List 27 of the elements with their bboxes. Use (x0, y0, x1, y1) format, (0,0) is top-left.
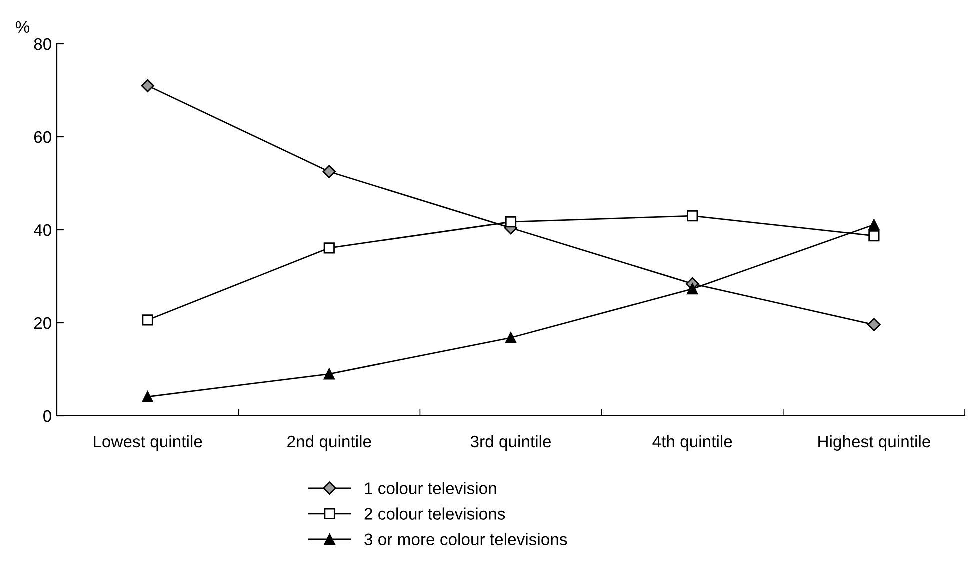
point (324, 242, 335, 254)
x-tick-label: Lowest quintile (94, 435, 202, 451)
legend-label: 1 colour television (365, 482, 496, 494)
y-tick-label: 20 (34, 317, 52, 330)
y-tick-label: 80 (34, 38, 52, 50)
y-tick-label: 0 (44, 410, 52, 422)
x-tick-label: 2nd quintile (288, 435, 372, 451)
point (142, 391, 154, 402)
point (687, 284, 698, 295)
point (142, 314, 154, 326)
point (141, 79, 154, 92)
x-tick-label: Highest quintile (818, 435, 930, 451)
x-tick-label: 4th quintile (652, 435, 732, 451)
point (687, 210, 698, 222)
point (505, 216, 517, 228)
point (322, 165, 336, 178)
point (505, 332, 517, 344)
y-tick-label: 40 (34, 224, 52, 236)
y-axis-title: % (16, 21, 30, 33)
legend-label: 2 colour televisions (364, 508, 506, 520)
point (868, 219, 880, 230)
point (868, 230, 880, 242)
point (868, 318, 881, 332)
point (324, 368, 335, 380)
x-tick-label: 3rd quintile (470, 435, 552, 451)
legend-label: 3 or more colour televisions (364, 533, 568, 546)
y-tick-label: 60 (34, 131, 52, 144)
